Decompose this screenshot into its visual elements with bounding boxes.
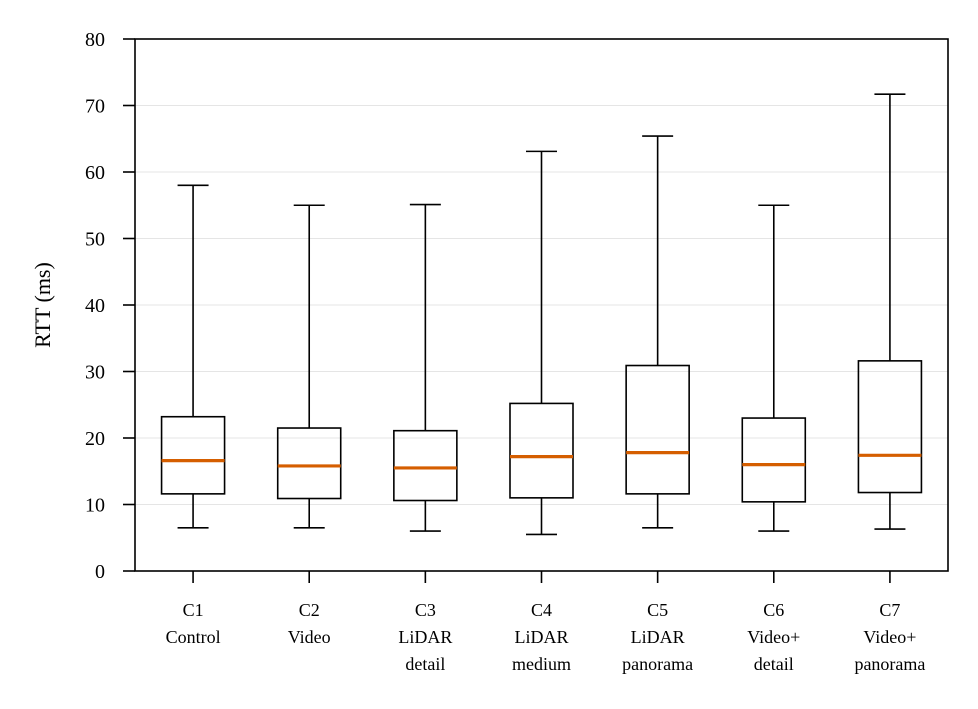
y-tick-label: 60 bbox=[85, 162, 105, 184]
box-group bbox=[857, 93, 923, 530]
iqr-box bbox=[857, 360, 923, 494]
x-tick-label-line: detail bbox=[405, 654, 445, 674]
y-tick-label: 80 bbox=[85, 29, 105, 51]
box-group bbox=[509, 150, 574, 536]
iqr-box bbox=[625, 364, 690, 495]
x-tick-label-line: medium bbox=[512, 654, 571, 674]
x-tick-label-line: LiDAR bbox=[398, 627, 452, 647]
x-tick-label-line: Video+ bbox=[747, 627, 800, 647]
y-tick-label: 30 bbox=[85, 362, 105, 384]
box-group bbox=[276, 204, 342, 529]
x-tick-label-line: C3 bbox=[415, 600, 436, 620]
iqr-box bbox=[509, 402, 574, 499]
x-tick-label-line: detail bbox=[754, 654, 794, 674]
iqr-box bbox=[393, 429, 458, 502]
y-tick-label: 0 bbox=[95, 561, 105, 583]
y-tick-label: 50 bbox=[85, 229, 105, 251]
y-tick-label: 10 bbox=[85, 495, 105, 517]
x-tick-label-line: Control bbox=[166, 627, 221, 647]
y-tick-label: 40 bbox=[85, 295, 105, 317]
box-group bbox=[625, 135, 690, 529]
box-group bbox=[160, 184, 226, 529]
x-tick-label: C5 LiDAR panorama bbox=[622, 600, 693, 674]
y-axis-title: RTT (ms) bbox=[30, 262, 55, 348]
iqr-box bbox=[741, 417, 807, 503]
iqr-box bbox=[160, 415, 226, 495]
x-tick-label-line: C6 bbox=[763, 600, 784, 620]
iqr-box bbox=[276, 427, 342, 500]
x-tick-label-line: panorama bbox=[622, 654, 693, 674]
x-tick-label: C6 Video+ detail bbox=[747, 600, 800, 674]
x-tick-label-line: C2 bbox=[299, 600, 320, 620]
x-tick-label: C7 Video+ panorama bbox=[854, 600, 925, 674]
x-tick-label-line: Video+ bbox=[863, 627, 916, 647]
x-tick-label: C3 LiDAR detail bbox=[398, 600, 452, 674]
x-tick-label-line: LiDAR bbox=[515, 627, 569, 647]
axes-layer: 0 10 20 30 40 50 60 70 80 C1 Control C2 Video C3 LiDAR… bbox=[85, 29, 925, 674]
x-tick-label-line: Video bbox=[288, 627, 331, 647]
boxes-layer bbox=[160, 93, 923, 536]
x-tick-label: C4 LiDAR medium bbox=[512, 600, 571, 674]
x-tick-label-line: panorama bbox=[854, 654, 925, 674]
x-tick-label-line: C4 bbox=[531, 600, 552, 620]
y-tick-label: 20 bbox=[85, 428, 105, 450]
y-tick-label: 70 bbox=[85, 96, 105, 118]
x-tick-label-line: C1 bbox=[183, 600, 204, 620]
x-tick-label-line: LiDAR bbox=[631, 627, 685, 647]
box-group bbox=[741, 204, 807, 532]
x-tick-label: C1 Control bbox=[166, 600, 221, 647]
x-tick-label-line: C7 bbox=[879, 600, 900, 620]
box-group bbox=[393, 203, 458, 532]
x-tick-label-line: C5 bbox=[647, 600, 668, 620]
x-tick-label: C2 Video bbox=[288, 600, 331, 647]
